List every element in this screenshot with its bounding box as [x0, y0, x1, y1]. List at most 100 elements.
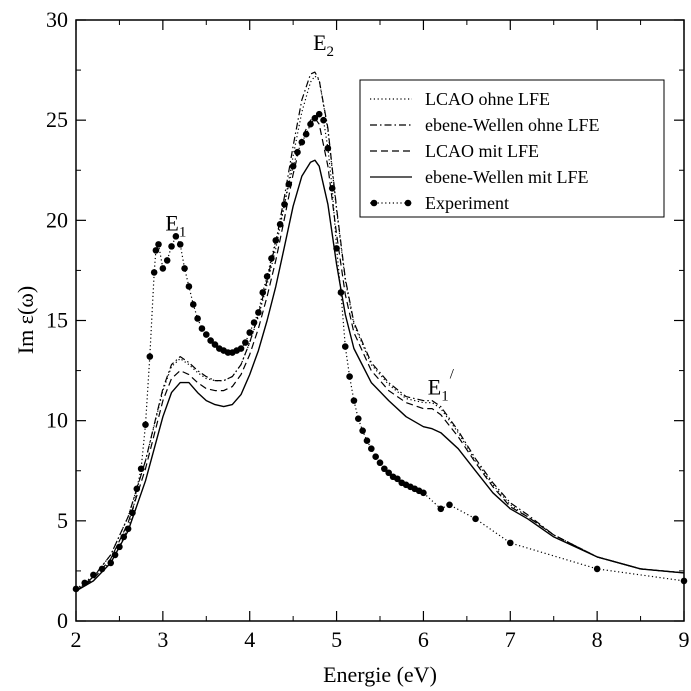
experiment-point: [272, 237, 280, 244]
experiment-point: [137, 465, 145, 473]
experiment-point: [168, 243, 175, 250]
experiment-point: [263, 273, 271, 280]
experiment-point: [302, 130, 310, 138]
experiment-point: [124, 525, 132, 533]
experiment-point: [172, 233, 180, 240]
experiment-point: [506, 539, 514, 547]
experiment-point: [107, 559, 115, 567]
experiment-point: [281, 201, 288, 208]
experiment-point: [81, 579, 88, 587]
experiment-point: [133, 485, 141, 493]
experiment-point: [146, 353, 154, 360]
experiment-point: [207, 337, 214, 344]
x-tick-label: 4: [244, 627, 255, 652]
experiment-point: [680, 577, 688, 585]
legend-label: Experiment: [425, 193, 509, 213]
experiment-point: [255, 309, 262, 316]
x-tick-label: 5: [331, 627, 342, 652]
x-tick-label: 8: [592, 627, 603, 652]
experiment-point: [376, 459, 384, 467]
experiment-point: [194, 315, 201, 322]
experiment-point: [242, 339, 249, 346]
peak-label: E2: [313, 30, 334, 60]
experiment-point: [116, 543, 123, 551]
y-tick-label: 20: [46, 207, 68, 232]
experiment-point: [211, 341, 219, 348]
y-tick-label: 10: [46, 408, 68, 433]
experiment-point: [385, 469, 392, 477]
x-tick-label: 7: [505, 627, 516, 652]
experiment-point: [394, 475, 401, 483]
series-line-lcao-ohne-lfe: [75, 75, 685, 592]
y-tick-label: 30: [46, 7, 68, 32]
experiment-point: [129, 509, 136, 517]
experiment-point: [152, 247, 160, 254]
experiment-point: [472, 515, 479, 523]
experiment-point: [202, 331, 210, 338]
series-line-ebene-wellen-ohne-lfe: [75, 71, 685, 592]
experiment-point: [120, 533, 128, 541]
y-tick-label: 5: [57, 508, 68, 533]
experiment-point: [307, 120, 314, 128]
y-tick-label: 25: [46, 107, 68, 132]
legend-label: LCAO ohne LFE: [425, 89, 550, 109]
experiment-point: [298, 138, 306, 146]
experiment-point: [333, 245, 340, 252]
experiment-point: [150, 269, 158, 276]
y-axis-label: Im ε(ω): [13, 286, 38, 354]
experiment-point: [341, 343, 349, 350]
experiment-point: [259, 289, 267, 296]
y-tick-label: 0: [57, 608, 68, 633]
experiment-point: [350, 397, 358, 404]
legend-label: LCAO mit LFE: [425, 141, 539, 161]
experiment-point: [268, 255, 275, 262]
experiment-point: [285, 180, 293, 188]
experiment-point: [368, 445, 375, 453]
experiment-point: [420, 489, 427, 497]
experiment-point: [246, 329, 254, 336]
experiment-point: [324, 144, 332, 152]
legend-label: ebene-Wellen mit LFE: [425, 167, 589, 187]
experiment-point: [276, 221, 284, 228]
peak-annotations: E1 E2 E1/: [165, 30, 454, 405]
legend-label: ebene-Wellen ohne LFE: [425, 115, 599, 135]
legend-marker: [370, 199, 378, 207]
experiment-point: [593, 565, 601, 573]
experiment-point: [185, 283, 193, 290]
experiment-point: [311, 114, 319, 122]
experiment-point: [328, 184, 336, 192]
experiment-point: [446, 501, 453, 509]
experiment-point: [72, 585, 80, 593]
experiment-point: [237, 345, 245, 352]
x-tick-label: 6: [418, 627, 429, 652]
experiment-point: [346, 373, 353, 380]
experiment-point: [181, 265, 188, 272]
experiment-point: [359, 427, 366, 434]
experiment-point: [250, 319, 258, 326]
experiment-point: [98, 565, 106, 573]
experiment-point: [354, 415, 362, 422]
experiment-point: [111, 551, 119, 559]
legend-marker: [404, 199, 412, 207]
experiment-point: [372, 453, 379, 461]
legend-box: [359, 79, 665, 218]
series-line-ebene-wellen-mit-lfe: [75, 159, 685, 592]
x-tick-label: 2: [71, 627, 82, 652]
x-axis-label: Energie (eV): [323, 662, 437, 687]
experiment-point: [437, 505, 445, 513]
x-axis: 2 3 4 5 6 7 8 9: [71, 20, 690, 652]
experiment-point: [189, 301, 197, 308]
experiment-point: [90, 571, 97, 579]
experiment-point: [163, 257, 171, 264]
peak-label: E1: [165, 210, 186, 240]
experiment-point: [320, 116, 327, 124]
experiment-point: [142, 421, 149, 428]
legend: LCAO ohne LFE ebene-Wellen ohne LFE LCAO m…: [359, 79, 665, 218]
experiment-point: [198, 325, 206, 332]
series-line-lcao-mit-lfe: [75, 117, 685, 592]
experiment-point: [159, 265, 167, 272]
series-layer: [72, 71, 688, 593]
experiment-point: [381, 465, 388, 473]
x-tick-label: 3: [157, 627, 168, 652]
